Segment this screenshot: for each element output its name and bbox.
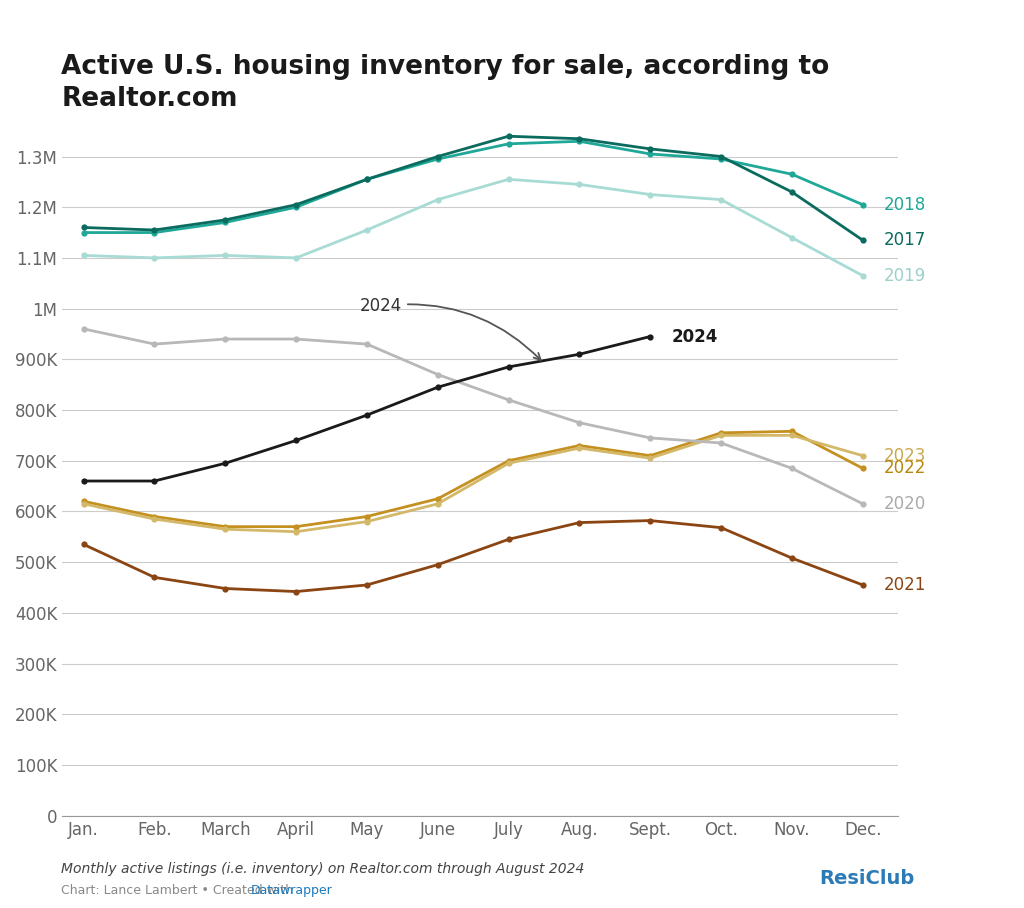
Text: 2017: 2017 (884, 232, 927, 249)
Text: ResiClub: ResiClub (819, 869, 914, 888)
Text: 2021: 2021 (884, 576, 927, 594)
Text: Chart: Lance Lambert • Created with: Chart: Lance Lambert • Created with (61, 884, 298, 897)
Text: 2022: 2022 (884, 459, 927, 478)
Text: Datawrapper: Datawrapper (251, 884, 333, 897)
Text: 2018: 2018 (884, 195, 927, 213)
Text: 2019: 2019 (884, 267, 927, 285)
Text: 2024: 2024 (360, 297, 541, 360)
Text: Monthly active listings (i.e. inventory) on Realtor.com through August 2024: Monthly active listings (i.e. inventory)… (61, 863, 585, 876)
Text: Active U.S. housing inventory for sale, according to
Realtor.com: Active U.S. housing inventory for sale, … (61, 54, 829, 113)
Text: 2020: 2020 (884, 495, 927, 513)
Text: 2024: 2024 (672, 328, 718, 346)
Text: 2023: 2023 (884, 447, 927, 465)
